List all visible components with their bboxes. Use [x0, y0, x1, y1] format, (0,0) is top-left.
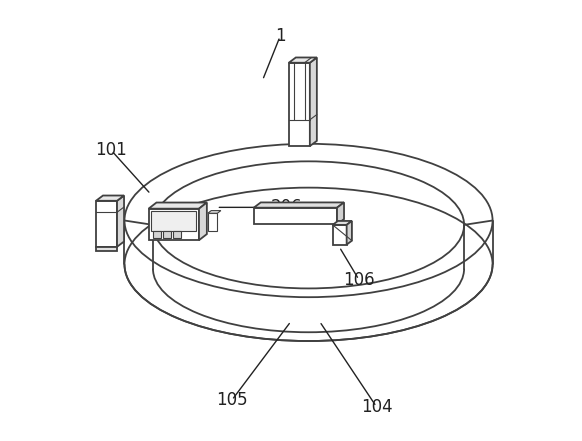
Polygon shape	[153, 231, 161, 238]
Polygon shape	[289, 57, 317, 63]
Ellipse shape	[125, 187, 492, 341]
Polygon shape	[151, 210, 196, 232]
Polygon shape	[199, 202, 207, 240]
Polygon shape	[254, 208, 337, 224]
Text: 101: 101	[95, 142, 127, 159]
Polygon shape	[254, 202, 344, 208]
Polygon shape	[208, 211, 221, 213]
Polygon shape	[310, 57, 317, 146]
Text: 105: 105	[216, 391, 248, 409]
Polygon shape	[337, 202, 344, 224]
Text: 104: 104	[361, 398, 392, 416]
Polygon shape	[289, 63, 310, 146]
Polygon shape	[117, 195, 124, 247]
Text: 106: 106	[343, 271, 375, 289]
Polygon shape	[148, 209, 199, 240]
Polygon shape	[347, 221, 352, 245]
Polygon shape	[148, 202, 207, 209]
Polygon shape	[208, 213, 218, 231]
Text: 1: 1	[275, 27, 285, 45]
Text: 206: 206	[271, 198, 303, 217]
Polygon shape	[173, 231, 181, 238]
Polygon shape	[96, 195, 124, 201]
Polygon shape	[333, 221, 352, 225]
Polygon shape	[96, 201, 117, 247]
Polygon shape	[163, 231, 171, 238]
Polygon shape	[333, 225, 347, 245]
Polygon shape	[96, 247, 117, 251]
